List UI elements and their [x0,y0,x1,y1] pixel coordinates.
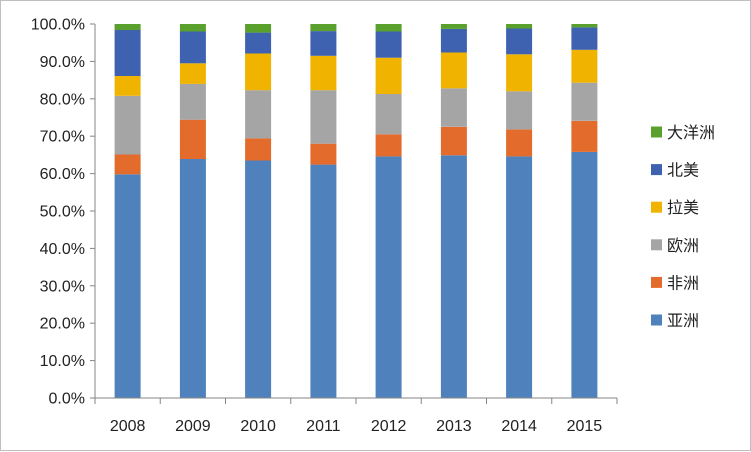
bar-segment-2012-5 [375,24,402,32]
bar-segment-2013-2 [440,88,467,127]
bar-segment-2009-3 [179,63,206,84]
bar-segment-2010-3 [245,53,272,91]
bar-segment-2014-2 [506,91,533,130]
bar-segment-2011-4 [310,31,337,56]
legend-label: 大洋洲 [667,123,715,142]
bar-segment-2015-2 [571,82,598,121]
bar-segment-2010-0 [245,160,272,398]
legend-label: 拉美 [667,198,699,217]
bar-segment-2014-3 [506,54,533,92]
bar-segment-2009-4 [179,31,206,64]
legend-swatch [651,126,662,138]
bar-segment-2013-5 [440,24,467,29]
bar-segment-2015-4 [571,27,598,50]
bar-segment-2015-0 [571,151,598,398]
bar-segment-2009-0 [179,159,206,398]
x-tick-label: 2013 [436,418,472,435]
bar-segment-2014-5 [506,24,533,29]
y-tick-label: 100.0% [31,17,85,34]
bar-segment-2012-2 [375,93,402,135]
bar-segment-2012-4 [375,31,402,58]
y-tick-label: 20.0% [40,316,85,333]
legend-swatch [651,201,662,213]
y-tick-label: 40.0% [40,241,85,258]
legend-swatch [651,164,662,176]
y-tick-label: 50.0% [40,204,85,221]
y-tick-label: 10.0% [40,353,85,370]
bar-segment-2015-1 [571,120,598,152]
bar-segment-2008-4 [114,30,141,76]
legend-swatch [651,314,662,326]
x-tick-label: 2009 [175,418,211,435]
bar-segment-2011-1 [310,143,337,165]
bar-segment-2008-1 [114,154,141,175]
bar-segment-2011-0 [310,164,337,398]
bar-segment-2012-1 [375,134,402,157]
plot-area [114,24,598,398]
y-tick-label: 60.0% [40,166,85,183]
bar-segment-2009-5 [179,24,206,32]
bar-segment-2012-3 [375,57,402,94]
legend-label: 欧洲 [667,236,699,255]
bar-segment-2008-2 [114,95,141,155]
y-tick-label: 0.0% [49,391,85,408]
bar-segment-2010-5 [245,24,272,33]
bar-segment-2014-0 [506,156,533,398]
y-tick-label: 90.0% [40,54,85,71]
bar-segment-2013-3 [440,52,467,89]
x-tick-label: 2008 [110,418,146,435]
x-tick-label: 2015 [567,418,603,435]
y-tick-label: 80.0% [40,91,85,108]
bar-segment-2015-5 [571,24,598,28]
bar-segment-2014-4 [506,28,533,55]
bar-segment-2008-0 [114,174,141,398]
bar-segment-2015-3 [571,49,598,83]
bar-segment-2013-0 [440,155,467,398]
bar-segment-2011-5 [310,24,337,32]
legend-label: 非洲 [667,273,699,292]
x-tick-label: 2010 [240,418,276,435]
bar-segment-2010-2 [245,90,272,139]
legend-label: 北美 [667,161,699,180]
bar-segment-2008-5 [114,24,141,30]
axes: 0.0% 10.0% 20.0% 30.0% 40.0% 50.0% 60.0% 70.0% 8… [31,17,618,435]
bar-segment-2010-1 [245,138,272,161]
bar-segment-2009-1 [179,119,206,159]
bar-segment-2014-1 [506,129,533,157]
x-tick-label: 2012 [371,418,407,435]
x-tick-label: 2011 [306,418,341,435]
legend-swatch [651,239,662,251]
x-tick-label: 2014 [501,418,537,435]
bar-segment-2012-0 [375,156,402,398]
bar-segment-2009-2 [179,83,206,120]
y-tick-label: 30.0% [40,278,85,295]
legend-swatch [651,276,662,288]
bar-segment-2013-4 [440,28,467,53]
legend-label: 亚洲 [667,311,699,330]
bar-segment-2008-3 [114,76,141,96]
bar-segment-2011-3 [310,55,337,91]
bar-segment-2010-4 [245,32,272,54]
bar-segment-2011-2 [310,90,337,144]
y-tick-label: 70.0% [40,129,85,146]
bar-segment-2013-1 [440,126,467,156]
